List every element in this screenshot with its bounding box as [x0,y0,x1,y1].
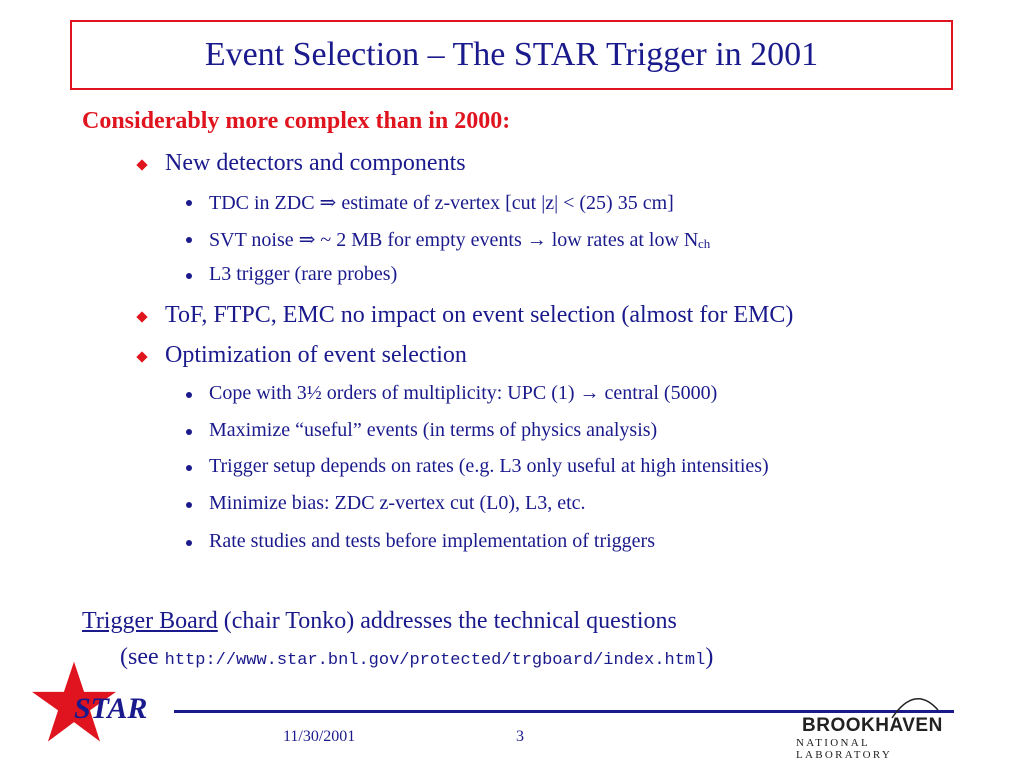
title-frame: Event Selection – The STAR Trigger in 20… [70,20,953,90]
subscript-text: ch [698,236,711,251]
bullet-text: Cope with 3½ orders of multiplicity: UPC… [209,382,718,404]
bullet-text: ToF, FTPC, EMC no impact on event select… [165,302,794,328]
bullet-text: Minimize bias: ZDC z-vertex cut (L0), L3… [209,492,586,514]
bullet-text: TDC in ZDC ⇒ estimate of z-vertex [cut |… [209,192,674,214]
dot-bullet-icon [186,465,192,471]
footer-note: Trigger Board (chair Tonko) addresses th… [82,608,677,635]
bullet-text: Rate studies and tests before implementa… [209,530,655,552]
footer-rule [174,710,954,713]
slide-title: Event Selection – The STAR Trigger in 20… [204,36,819,73]
dot-bullet-icon [186,200,192,206]
dot-bullet-icon [186,273,192,279]
dot-bullet-icon [186,502,192,508]
page-number: 3 [516,728,524,745]
diamond-bullet-icon [136,159,148,171]
diamond-bullet-icon [136,351,148,363]
see-suffix: ) [705,644,714,670]
dot-bullet-icon [186,392,192,398]
footer-note-text: (chair Tonko) addresses the technical qu… [217,608,677,634]
bnl-arc-icon [891,697,939,719]
bullet-text: Optimization of event selection [165,342,467,368]
diamond-bullet-icon [136,311,148,323]
bnl-name: BROOKHAVEN [802,715,943,736]
see-line: (see http://www.star.bnl.gov/protected/t… [120,644,713,671]
bullet-text: Maximize “useful” events (in terms of ph… [209,419,658,441]
star-logo-text: STAR [74,692,148,725]
bullet-text: Trigger setup depends on rates (e.g. L3 … [209,455,769,477]
slide-date: 11/30/2001 [283,728,356,745]
trigger-board-link[interactable]: Trigger Board [82,608,218,634]
url-link[interactable]: http://www.star.bnl.gov/protected/trgboa… [164,651,706,670]
bullet-text: New detectors and components [165,150,466,176]
see-prefix: (see [120,644,165,670]
section-heading: Considerably more complex than in 2000: [82,108,511,134]
dot-bullet-icon [186,237,192,243]
star-logo-icon [32,661,116,742]
bnl-logo: BROOKHAVEN NATIONAL LABORATORY [790,697,970,761]
bullet-text: L3 trigger (rare probes) [209,263,398,285]
bnl-subtitle: NATIONAL LABORATORY [796,737,893,761]
bullet-text: SVT noise ⇒ ~ 2 MB for empty events → lo… [209,229,699,251]
dot-bullet-icon [186,429,192,435]
dot-bullet-icon [186,540,192,546]
